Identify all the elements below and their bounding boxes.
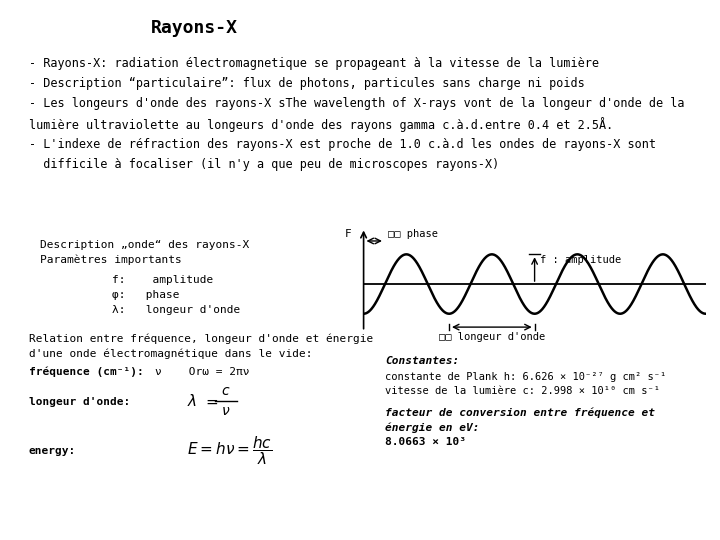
Text: □□ longeur d'onde: □□ longeur d'onde (438, 332, 545, 342)
Text: φ:   phase: φ: phase (112, 290, 179, 300)
Text: Relation entre fréquence, longeur d'onde et énergie: Relation entre fréquence, longeur d'onde… (29, 334, 373, 344)
Text: 8.0663 × 10³: 8.0663 × 10³ (385, 437, 467, 448)
Text: ν    Orω = 2πν: ν Orω = 2πν (155, 367, 249, 376)
Text: Paramètres importants: Paramètres importants (40, 255, 181, 265)
Text: fréquence (cm⁻¹):: fréquence (cm⁻¹): (29, 366, 143, 377)
Text: Description „onde“ des rayons-X: Description „onde“ des rayons-X (40, 240, 249, 251)
Text: longeur d'onde:: longeur d'onde: (29, 397, 130, 407)
Text: - Description “particulaire”: flux de photons, particules sans charge ni poids: - Description “particulaire”: flux de ph… (29, 77, 585, 90)
Text: constante de Plank h: 6.626 × 10⁻²⁷ g cm² s⁻¹: constante de Plank h: 6.626 × 10⁻²⁷ g cm… (385, 372, 667, 382)
Text: $\lambda$: $\lambda$ (187, 393, 197, 409)
Text: $c$: $c$ (221, 384, 231, 398)
Text: f : amplitude: f : amplitude (540, 255, 621, 265)
Text: f:    amplitude: f: amplitude (112, 275, 213, 286)
Text: □□ phase: □□ phase (389, 230, 438, 240)
Text: - Les longeurs d'onde des rayons-X sThe wavelength of X-rays vont de la longeur : - Les longeurs d'onde des rayons-X sThe … (29, 97, 684, 110)
Text: $=$: $=$ (203, 394, 219, 408)
Text: difficile à focaliser (il n'y a que peu de microscopes rayons-X): difficile à focaliser (il n'y a que peu … (29, 158, 499, 171)
Text: energy:: energy: (29, 446, 76, 456)
Text: $E = h\nu = \dfrac{hc}{\lambda}$: $E = h\nu = \dfrac{hc}{\lambda}$ (187, 435, 272, 467)
Text: F: F (344, 229, 351, 239)
Text: $\nu$: $\nu$ (221, 404, 231, 418)
Text: Constantes:: Constantes: (385, 356, 459, 367)
Text: facteur de conversion entre fréquence et: facteur de conversion entre fréquence et (385, 408, 655, 418)
Text: énergie en eV:: énergie en eV: (385, 422, 480, 433)
Text: lumière ultraviolette au longeurs d'onde des rayons gamma c.à.d.entre 0.4 et 2.5: lumière ultraviolette au longeurs d'onde… (29, 117, 613, 132)
Text: Rayons-X: Rayons-X (151, 19, 238, 37)
Text: - L'indexe de réfraction des rayons-X est proche de 1.0 c.à.d les ondes de rayon: - L'indexe de réfraction des rayons-X es… (29, 138, 656, 151)
Text: vitesse de la lumière c: 2.998 × 10¹⁰ cm s⁻¹: vitesse de la lumière c: 2.998 × 10¹⁰ cm… (385, 386, 660, 396)
Text: d'une onde électromagnétique dans le vide:: d'une onde électromagnétique dans le vid… (29, 349, 312, 359)
Text: λ:   longeur d'onde: λ: longeur d'onde (112, 305, 240, 315)
Text: - Rayons-X: radiation électromagnetique se propageant à la vitesse de la lumière: - Rayons-X: radiation électromagnetique … (29, 57, 599, 70)
